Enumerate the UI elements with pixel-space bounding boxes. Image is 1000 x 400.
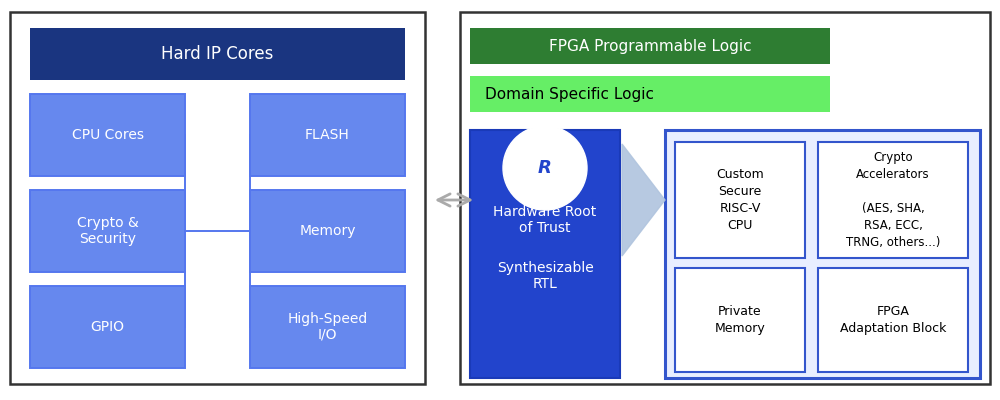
FancyBboxPatch shape: [470, 28, 830, 64]
Text: Domain Specific Logic: Domain Specific Logic: [485, 86, 654, 102]
Text: Synthesizable
RTL: Synthesizable RTL: [497, 261, 593, 291]
Text: Hardware Root
of Trust: Hardware Root of Trust: [493, 205, 597, 235]
Text: Hard IP Cores: Hard IP Cores: [161, 45, 274, 63]
FancyBboxPatch shape: [10, 12, 425, 384]
Text: GPIO: GPIO: [90, 320, 124, 334]
FancyBboxPatch shape: [30, 286, 185, 368]
FancyBboxPatch shape: [250, 190, 405, 272]
Text: FPGA
Adaptation Block: FPGA Adaptation Block: [840, 305, 946, 335]
FancyBboxPatch shape: [30, 28, 405, 80]
Polygon shape: [622, 144, 665, 256]
Text: R: R: [538, 159, 552, 177]
Text: Private
Memory: Private Memory: [715, 305, 765, 335]
FancyBboxPatch shape: [470, 76, 830, 112]
Text: Memory: Memory: [299, 224, 356, 238]
FancyBboxPatch shape: [30, 190, 185, 272]
FancyBboxPatch shape: [460, 12, 990, 384]
Text: Custom
Secure
RISC-V
CPU: Custom Secure RISC-V CPU: [716, 168, 764, 232]
Text: Crypto
Accelerators

(AES, SHA,
RSA, ECC,
TRNG, others...): Crypto Accelerators (AES, SHA, RSA, ECC,…: [846, 151, 940, 249]
FancyBboxPatch shape: [250, 94, 405, 176]
Text: CPU Cores: CPU Cores: [72, 128, 144, 142]
Text: FLASH: FLASH: [305, 128, 350, 142]
FancyBboxPatch shape: [818, 142, 968, 258]
Text: Crypto &
Security: Crypto & Security: [77, 216, 138, 246]
FancyBboxPatch shape: [30, 94, 185, 176]
FancyBboxPatch shape: [665, 130, 980, 378]
FancyBboxPatch shape: [675, 142, 805, 258]
Text: High-Speed
I/O: High-Speed I/O: [287, 312, 368, 342]
FancyBboxPatch shape: [250, 286, 405, 368]
Ellipse shape: [503, 126, 587, 210]
Text: FPGA Programmable Logic: FPGA Programmable Logic: [549, 38, 751, 54]
FancyBboxPatch shape: [818, 268, 968, 372]
FancyBboxPatch shape: [470, 130, 620, 378]
FancyBboxPatch shape: [675, 268, 805, 372]
